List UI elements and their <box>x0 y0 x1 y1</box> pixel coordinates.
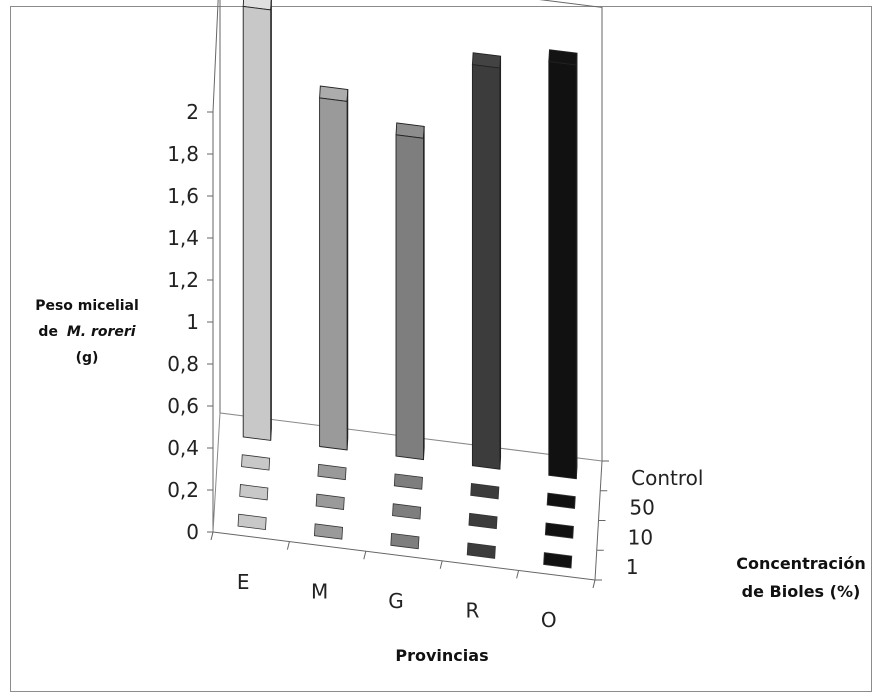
bar-R-1 <box>466 542 496 559</box>
bar-R-Control-front <box>471 64 501 470</box>
bar-G-Control-front <box>395 134 424 461</box>
y-axis-title-line2: de M. roreri <box>38 324 135 340</box>
y-tick-label: 1,8 <box>167 142 199 166</box>
bar-E-10 <box>239 484 269 501</box>
x-tick-label: G <box>388 589 404 613</box>
bar-O-10 <box>544 522 574 539</box>
x-tick-label: E <box>237 570 250 594</box>
x-tick-label: R <box>465 599 479 623</box>
y-tick-label: 0,4 <box>167 436 199 460</box>
bar-M-Control <box>319 85 349 451</box>
bar-M-1 <box>313 523 344 540</box>
z-axis-title-line2: de Bioles (%) <box>742 582 861 601</box>
bar-G-50 <box>393 473 423 490</box>
z-tick-label: 10 <box>628 525 653 549</box>
y-axis-ticks: 0 0,2 0,4 0,6 0,8 1 1,2 1,4 1,6 1,8 2 <box>167 100 213 544</box>
x-tick-label: O <box>541 608 557 632</box>
bar-O-1 <box>543 552 573 569</box>
bar-R-50 <box>470 483 500 500</box>
bar-O-Control <box>548 49 578 480</box>
bar-E-1 <box>237 513 267 531</box>
y-tick-label: 1,4 <box>167 226 199 250</box>
x-tick-mark <box>439 560 443 569</box>
bar-G-1 <box>390 532 420 550</box>
x-axis-ticks: E M G R O <box>210 531 596 632</box>
y-tick-label: 0,6 <box>167 394 199 418</box>
bar-O-Control-front <box>548 61 577 480</box>
bars <box>242 0 578 480</box>
bar-R-Control <box>471 52 502 470</box>
y-tick-label: 0,2 <box>167 478 199 502</box>
y-tick-label: 1,6 <box>167 184 199 208</box>
bar-E-Control-front <box>242 5 272 441</box>
bar-E-50 <box>241 454 271 471</box>
z-tick-label: 1 <box>626 555 639 579</box>
x-tick-mark <box>286 541 290 550</box>
x-axis-line <box>212 531 596 581</box>
z-tick-label: 50 <box>629 496 654 520</box>
z-axis-ticks: 1 10 50 Control <box>595 460 703 581</box>
bar-M-50 <box>317 463 347 481</box>
x-tick-label: M <box>311 579 328 603</box>
bar-G-10 <box>392 503 422 520</box>
y-tick-label: 0 <box>186 520 199 544</box>
y-axis-title-de: de <box>38 324 58 340</box>
floor-bars <box>237 454 576 569</box>
y-axis-title-species: M. roreri <box>67 324 136 340</box>
y-axis-title-line1: Peso micelial <box>35 298 139 314</box>
bar-M-Control-front <box>319 97 348 451</box>
x-tick-mark <box>210 531 214 541</box>
y-tick-label: 2 <box>186 100 199 124</box>
x-axis-title: Provincias <box>395 646 488 665</box>
x-tick-mark <box>363 551 367 560</box>
y-axis-title-line3: (g) <box>76 350 99 366</box>
y-tick-label: 1 <box>186 310 199 334</box>
chart-frame <box>10 6 872 692</box>
y-tick-label: 1,2 <box>167 268 199 292</box>
z-tick-label: Control <box>631 466 703 490</box>
x-tick-mark <box>592 579 596 589</box>
bar-E-Control <box>242 0 272 441</box>
z-axis-title-line1: Concentración <box>736 554 866 573</box>
x-tick-mark <box>516 570 520 579</box>
bar-O-50 <box>546 492 576 509</box>
wall-outline <box>212 0 603 532</box>
bar-G-Control <box>395 122 425 461</box>
bar-R-10 <box>468 512 498 530</box>
y-tick-label: 0,8 <box>167 352 199 376</box>
bar-M-10 <box>315 493 345 510</box>
